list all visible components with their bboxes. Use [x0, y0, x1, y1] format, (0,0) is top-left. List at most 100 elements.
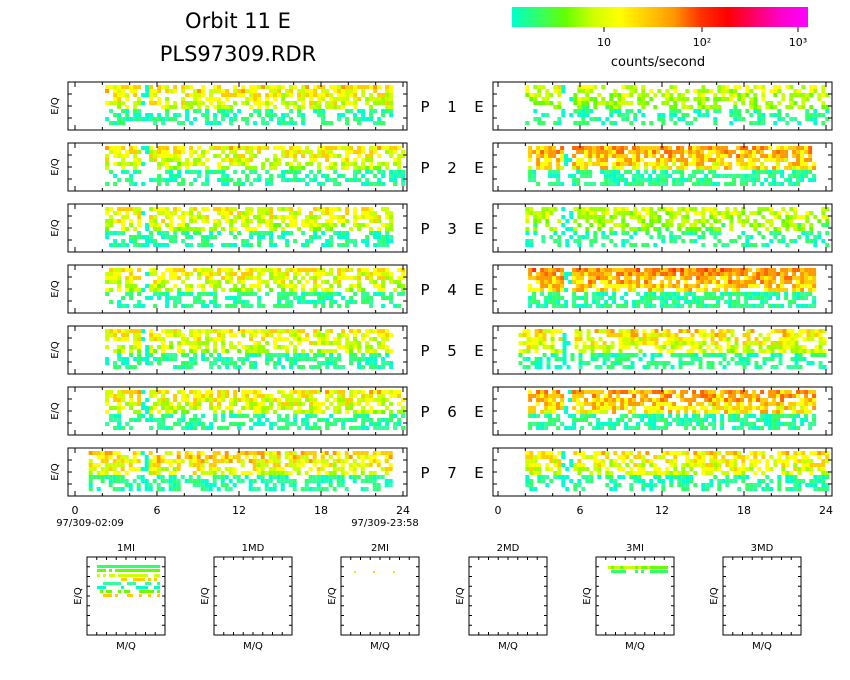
spectrogram-cell: [544, 276, 549, 280]
spectrogram-cell: [213, 105, 218, 109]
spectrogram-cell: [181, 414, 186, 418]
spectrogram-cell: [724, 154, 729, 158]
spectrogram-cell: [701, 235, 706, 239]
spectrogram-cell: [385, 215, 390, 219]
spectrogram-cell: [253, 93, 258, 97]
spectrogram-cell: [688, 288, 693, 292]
spectrogram-cell: [597, 101, 602, 105]
spectrogram-cell: [582, 361, 587, 365]
spectrogram-cell: [289, 150, 294, 154]
spectrogram-cell: [265, 211, 270, 215]
spectrogram-cell: [157, 292, 162, 296]
spectrogram-cell: [800, 150, 805, 154]
spectrogram-cell: [754, 361, 759, 365]
spectrogram-cell: [377, 243, 382, 247]
spectrogram-cell: [237, 158, 242, 162]
spectrogram-cell: [518, 361, 523, 365]
spectrogram-cell: [125, 113, 130, 117]
spectrogram-cell: [333, 341, 338, 345]
spectrogram-cell: [369, 182, 374, 186]
spectrogram-cell: [141, 211, 146, 215]
spectrogram-cell: [329, 162, 334, 166]
spectrogram-cell: [213, 117, 218, 121]
spectrogram-cell: [185, 109, 190, 113]
spectrogram-cell: [669, 219, 674, 223]
spectrogram-cell: [325, 105, 330, 109]
spectrogram-cell: [572, 182, 577, 186]
spectrogram-cell: [778, 337, 783, 341]
spectrogram-cell: [652, 288, 657, 292]
spectrogram-cell: [808, 150, 813, 154]
spectrogram-cell: [548, 182, 553, 186]
spectrogram-cell: [661, 93, 666, 97]
spectrogram-cell: [537, 219, 542, 223]
spectrogram-cell: [133, 105, 138, 109]
spectrogram-cell: [792, 154, 797, 158]
spectrogram-cell: [213, 207, 218, 211]
spectrogram-cell: [690, 349, 695, 353]
spectrogram-cell: [602, 329, 607, 333]
spectrogram-cell: [141, 235, 146, 239]
spectrogram-cell: [600, 150, 605, 154]
spectrogram-cell: [261, 304, 266, 308]
spectrogram-cell: [349, 109, 354, 113]
spectrogram-cell: [758, 341, 763, 345]
spectrogram-cell: [321, 117, 326, 121]
spectrogram-cell: [613, 207, 618, 211]
y-axis-label: E/Q: [50, 341, 61, 359]
spectrogram-cell: [612, 166, 617, 170]
spectrogram-cell: [772, 174, 777, 178]
spectrogram-cell: [677, 227, 682, 231]
spectrogram-cell: [525, 85, 530, 89]
spectrogram-cell: [746, 353, 751, 357]
spectrogram-cell: [685, 121, 690, 125]
spectrogram-cell: [582, 349, 587, 353]
spectrogram-cell: [669, 105, 674, 109]
spectrogram-cell: [189, 154, 194, 158]
spectrogram-cell: [773, 227, 778, 231]
spectrogram-cell: [273, 85, 278, 89]
spectrogram-cell: [269, 353, 274, 357]
spectrogram-cell: [748, 292, 753, 296]
spectrogram-cell: [733, 211, 738, 215]
spectrogram-cell: [313, 154, 318, 158]
spectrogram-cell: [681, 105, 686, 109]
spectrogram-cell: [289, 231, 294, 235]
spectrogram-cell: [381, 235, 386, 239]
spectrogram-cell: [660, 296, 665, 300]
spectrogram-cell: [781, 223, 786, 227]
spectrogram-cell: [357, 345, 362, 349]
spectrogram-cell: [620, 166, 625, 170]
spectrogram-cell: [321, 353, 326, 357]
spectrogram-cell: [309, 292, 314, 296]
spectrogram-cell: [269, 101, 274, 105]
spectrogram-cell: [185, 353, 190, 357]
spectrogram-cell: [741, 223, 746, 227]
spectrogram-cell: [538, 341, 543, 345]
spectrogram-cell: [281, 146, 286, 150]
spectrogram-cell: [548, 158, 553, 162]
spectrogram-cell: [117, 178, 122, 182]
spectrogram-cell: [153, 178, 158, 182]
spectrogram-cell: [676, 150, 681, 154]
spectrogram-cell: [105, 182, 110, 186]
spectrogram-cell: [724, 284, 729, 288]
spectrogram-cell: [113, 426, 118, 430]
spectrogram-cell: [345, 93, 350, 97]
spectrogram-cell: [133, 357, 138, 361]
spectrogram-cell: [681, 97, 686, 101]
spectrogram-cell: [693, 219, 698, 223]
spectrogram-cell: [660, 280, 665, 284]
spectrogram-cell: [534, 345, 539, 349]
spectrogram-cell: [725, 207, 730, 211]
spectrogram-cell: [585, 101, 590, 105]
spectrogram-cell: [137, 113, 142, 117]
spectrogram-cell: [113, 121, 118, 125]
spectrogram-cell: [157, 288, 162, 292]
spectrogram-cell: [526, 329, 531, 333]
spectrogram-cell: [153, 219, 158, 223]
spectrogram-cell: [165, 150, 170, 154]
spectrogram-cell: [808, 268, 813, 272]
spectrogram-cell: [121, 162, 126, 166]
spectrogram-cell: [577, 207, 582, 211]
